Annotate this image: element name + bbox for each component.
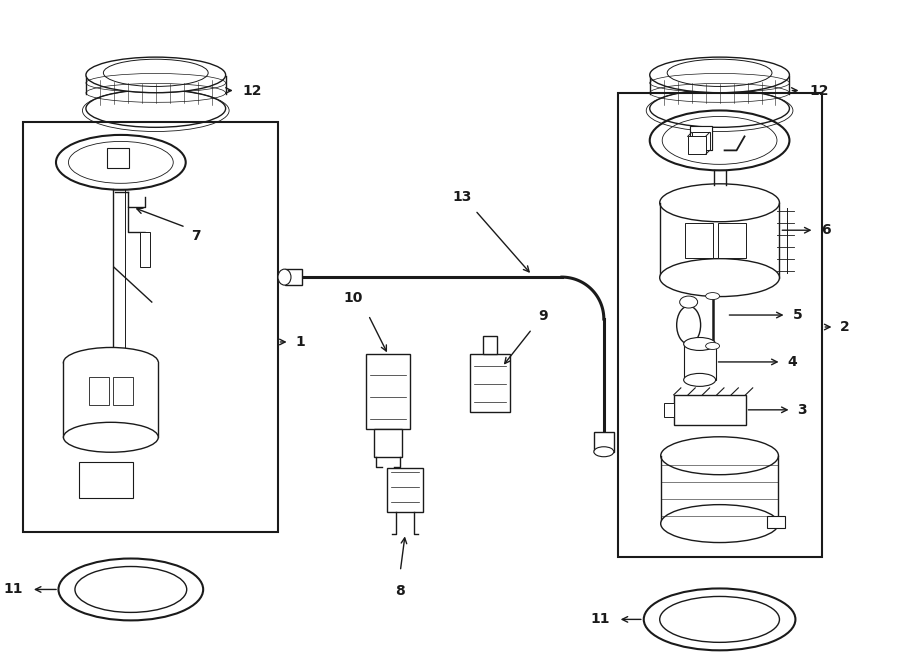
Bar xyxy=(107,148,129,168)
Bar xyxy=(717,223,745,258)
Text: 12: 12 xyxy=(243,83,262,97)
Ellipse shape xyxy=(594,447,614,457)
Bar xyxy=(685,223,713,258)
Bar xyxy=(663,403,674,417)
Text: 13: 13 xyxy=(453,190,472,205)
Text: 3: 3 xyxy=(797,403,807,417)
Ellipse shape xyxy=(684,373,716,387)
Text: 12: 12 xyxy=(809,83,829,97)
Ellipse shape xyxy=(650,57,789,93)
Ellipse shape xyxy=(660,184,779,222)
Bar xyxy=(688,136,706,154)
Text: 1: 1 xyxy=(295,335,305,349)
Bar xyxy=(689,126,712,150)
Ellipse shape xyxy=(660,596,779,642)
Ellipse shape xyxy=(684,338,716,350)
Bar xyxy=(79,461,133,498)
Text: 9: 9 xyxy=(538,309,547,323)
Bar xyxy=(140,232,149,267)
Bar xyxy=(691,132,709,150)
Text: 2: 2 xyxy=(841,320,850,334)
Bar xyxy=(64,362,158,438)
Text: 11: 11 xyxy=(590,612,610,626)
Ellipse shape xyxy=(64,348,158,377)
Bar xyxy=(470,354,510,412)
Ellipse shape xyxy=(64,422,158,452)
Bar xyxy=(374,429,402,457)
Bar xyxy=(387,468,423,512)
Ellipse shape xyxy=(86,57,226,93)
Ellipse shape xyxy=(680,296,698,308)
Text: 6: 6 xyxy=(822,223,831,237)
Text: 4: 4 xyxy=(788,355,797,369)
Ellipse shape xyxy=(677,306,700,344)
Bar xyxy=(23,122,277,532)
Bar xyxy=(89,377,109,405)
Bar xyxy=(674,395,745,425)
Bar xyxy=(483,336,497,354)
Text: 8: 8 xyxy=(395,585,405,598)
Ellipse shape xyxy=(56,135,185,190)
Text: 11: 11 xyxy=(4,583,23,596)
Ellipse shape xyxy=(706,293,720,300)
Text: 7: 7 xyxy=(191,229,201,243)
Ellipse shape xyxy=(661,504,778,543)
Ellipse shape xyxy=(278,269,291,285)
Text: 10: 10 xyxy=(344,291,363,305)
Ellipse shape xyxy=(75,567,186,612)
Bar xyxy=(768,516,786,528)
Ellipse shape xyxy=(706,342,720,350)
Bar xyxy=(684,344,716,380)
Bar xyxy=(366,354,410,429)
Bar xyxy=(617,93,823,557)
Bar xyxy=(284,269,302,285)
Ellipse shape xyxy=(661,437,778,475)
Text: 5: 5 xyxy=(792,308,802,322)
Ellipse shape xyxy=(650,111,789,170)
Bar xyxy=(594,432,614,451)
Bar xyxy=(112,377,133,405)
Ellipse shape xyxy=(660,259,779,297)
Bar xyxy=(689,126,712,150)
